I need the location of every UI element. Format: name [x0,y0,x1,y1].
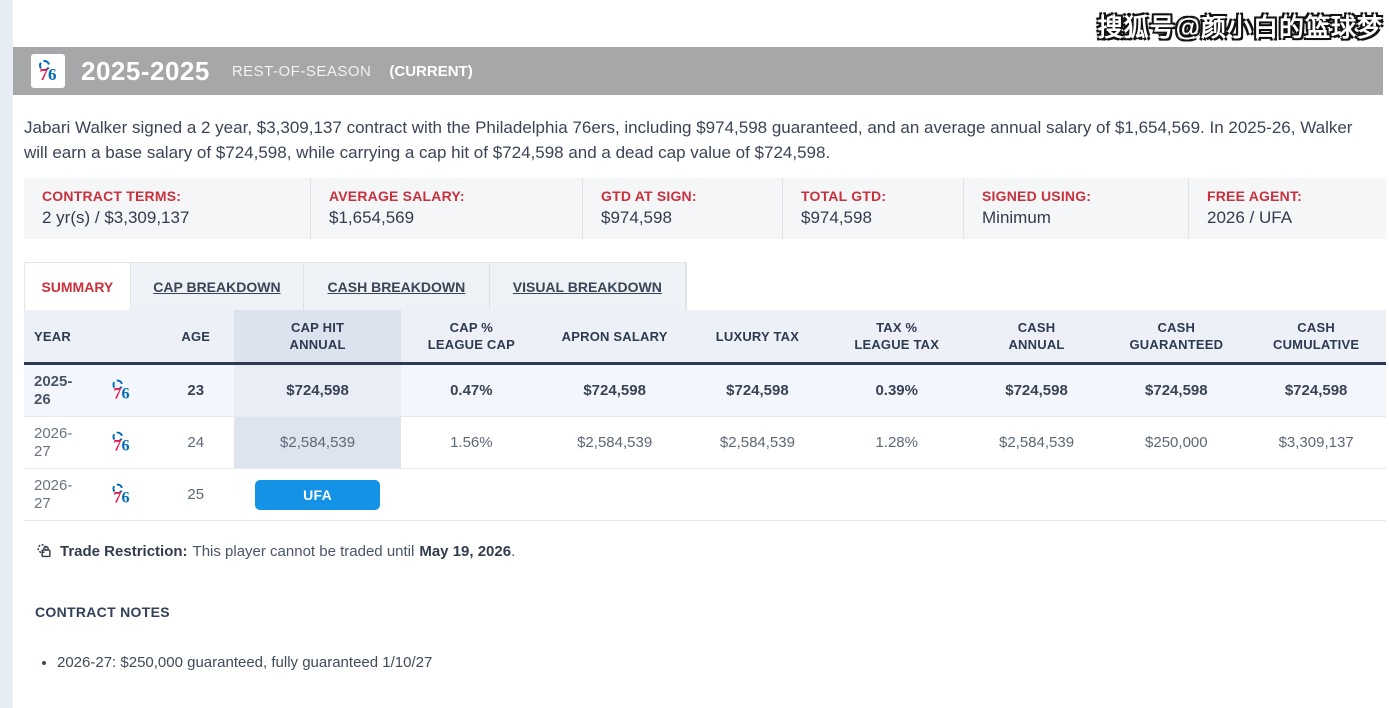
cap-hit-cell: $2,584,539 [233,417,402,468]
col-header-cap-pct: CAP % LEAGUE CAP [427,320,515,352]
cash-guaranteed-cell [1106,469,1246,520]
term-average-salary: AVERAGE SALARY: $1,654,569 [310,178,582,239]
year-cell: 2025-26 [34,372,73,408]
table-row-2026-27: 2026-27 76 24 $2,584,539 1.56% $2,584,53… [24,417,1386,469]
tax-pct-cell: 1.28% [875,434,918,451]
content-area: 76 2025-2025 REST-OF-SEASON (CURRENT) Ja… [13,0,1386,677]
contract-notes-heading: CONTRACT NOTES [35,604,170,620]
term-gtd-at-sign: GTD AT SIGN: $974,598 [582,178,782,239]
cash-cumulative-cell: $724,598 [1284,382,1348,399]
age-cell: 23 [187,382,205,399]
trade-restriction-label: Trade Restriction: [60,543,188,560]
col-header-cash-cumulative: CASH CUMULATIVE [1272,320,1360,352]
team-logo-76ers[interactable]: 76 [112,483,130,505]
luxury-tax-cell: $724,598 [726,382,789,399]
season-title: 2025-2025 [81,55,210,86]
col-header-apron-salary: APRON SALARY [561,328,668,344]
watermark-text: 搜狐号@颜小白的篮球梦 [1097,14,1383,42]
term-contract-terms: CONTRACT TERMS: 2 yr(s) / $3,309,137 [24,178,310,239]
cash-guaranteed-cell: $250,000 [1145,434,1208,451]
breakdown-tabs: SUMMARY CAP BREAKDOWN CASH BREAKDOWN VIS… [24,262,687,310]
lock-icon [35,543,52,560]
cap-pct-cell [401,469,541,520]
tax-pct-cell [827,469,967,520]
year-cell: 2026-27 [34,424,73,460]
season-current-label: (CURRENT) [389,62,473,80]
page-left-gutter [0,0,13,708]
sixers-stars-circle-icon [38,59,50,71]
cash-annual-cell [967,469,1107,520]
contract-terms-row: CONTRACT TERMS: 2 yr(s) / $3,309,137 AVE… [24,178,1386,239]
sixers-stars-circle-icon [112,379,124,391]
tab-cash-breakdown[interactable]: CASH BREAKDOWN [304,263,490,310]
tax-pct-cell: 0.39% [875,382,918,399]
apron-salary-cell: $724,598 [583,382,646,399]
age-cell: 25 [187,486,205,503]
luxury-tax-cell: $2,584,539 [719,434,795,451]
cash-annual-cell: $2,584,539 [998,434,1075,451]
team-logo-76ers: 76 [31,54,65,88]
col-header-age: AGE [181,328,211,344]
cash-guaranteed-cell: $724,598 [1145,382,1208,399]
ufa-badge-button[interactable]: UFA [255,479,381,510]
col-header-cash-guaranteed: CASH GUARANTEED [1129,320,1224,352]
sixers-stars-circle-icon [112,483,124,495]
luxury-tax-cell [688,469,827,520]
col-header-tax-pct: TAX % LEAGUE TAX [854,320,940,352]
cash-annual-cell: $724,598 [1005,382,1068,399]
table-row-ufa: 2026-27 76 25 UFA [24,469,1386,521]
apron-salary-cell [541,469,688,520]
cap-pct-cell: 0.47% [450,382,493,399]
contract-note-item: 2026-27: $250,000 guaranteed, fully guar… [57,654,1386,671]
season-subtitle: REST-OF-SEASON [231,62,372,80]
apron-salary-cell: $2,584,539 [577,434,653,451]
cash-cumulative-cell: $3,309,137 [1278,434,1354,451]
salary-table: YEAR AGE CAP HIT ANNUAL CAP % LEAGUE CAP… [24,310,1386,521]
col-header-cap-hit: CAP HIT ANNUAL [233,310,402,362]
table-header-row: YEAR AGE CAP HIT ANNUAL CAP % LEAGUE CAP… [24,310,1386,365]
tab-visual-breakdown[interactable]: VISUAL BREAKDOWN [490,263,686,310]
team-logo-76ers[interactable]: 76 [112,379,130,401]
cap-hit-cell: $724,598 [233,365,402,416]
sixers-stars-circle-icon [112,431,124,443]
sixers-logo-icon: 76 [38,59,57,83]
col-header-team [86,310,158,362]
tab-summary[interactable]: SUMMARY [25,263,131,310]
col-header-cash-annual: CASH ANNUAL [1008,320,1065,352]
term-signed-using: SIGNED USING: Minimum [963,178,1188,239]
trade-restriction-note: Trade Restriction: This player cannot be… [35,543,1386,560]
cash-cumulative-cell [1246,469,1386,520]
contract-notes-list: 2026-27: $250,000 guaranteed, fully guar… [57,654,1386,671]
term-total-gtd: TOTAL GTD: $974,598 [782,178,963,239]
col-header-year: YEAR [34,328,71,344]
year-cell: 2026-27 [34,476,73,512]
age-cell: 24 [187,434,205,451]
team-logo-76ers[interactable]: 76 [112,431,130,453]
trade-restriction-date: May 19, 2026 [419,543,512,560]
tab-cap-breakdown[interactable]: CAP BREAKDOWN [131,263,305,310]
col-header-luxury-tax: LUXURY TAX [715,328,800,344]
table-row-2025-26: 2025-26 76 23 $724,598 0.47% $724,598 $7… [24,365,1386,417]
season-header-bar: 76 2025-2025 REST-OF-SEASON (CURRENT) [13,47,1383,95]
trade-restriction-text: This player cannot be traded until [192,543,415,560]
contract-summary-paragraph: Jabari Walker signed a 2 year, $3,309,13… [24,118,1353,162]
term-free-agent: FREE AGENT: 2026 / UFA [1188,178,1386,239]
cap-pct-cell: 1.56% [450,434,493,451]
